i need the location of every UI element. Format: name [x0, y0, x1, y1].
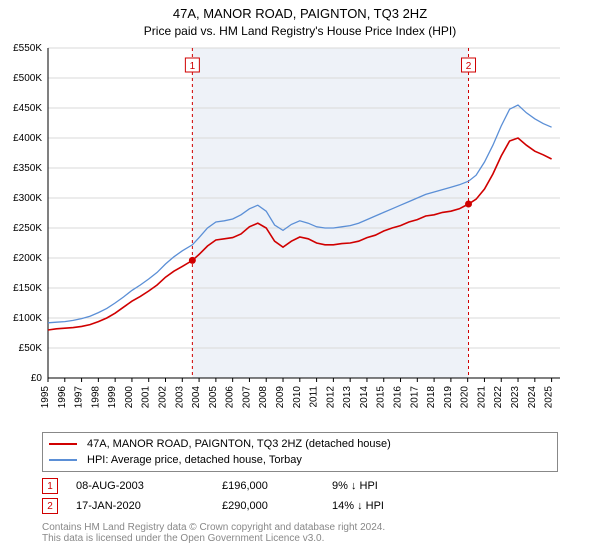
svg-text:2021: 2021	[476, 386, 487, 409]
svg-text:1: 1	[190, 61, 196, 72]
legend-row: 47A, MANOR ROAD, PAIGNTON, TQ3 2HZ (deta…	[49, 436, 551, 452]
svg-text:2024: 2024	[527, 386, 538, 409]
price-chart: £0 £50K £100K £150K £200K £250K £300K £350K £400…	[0, 42, 600, 422]
svg-text:2017: 2017	[409, 386, 420, 409]
svg-text:£500K: £500K	[13, 73, 42, 84]
legend: 47A, MANOR ROAD, PAIGNTON, TQ3 2HZ (deta…	[42, 432, 558, 472]
svg-text:1995: 1995	[40, 386, 51, 409]
svg-text:2011: 2011	[309, 386, 320, 408]
svg-text:1998: 1998	[90, 386, 101, 409]
svg-text:2000: 2000	[124, 386, 135, 409]
svg-text:£450K: £450K	[13, 103, 42, 114]
svg-text:2015: 2015	[376, 386, 387, 409]
svg-text:£0: £0	[31, 373, 43, 384]
svg-text:£300K: £300K	[13, 193, 42, 204]
legend-swatch	[49, 443, 77, 445]
svg-text:2005: 2005	[208, 386, 219, 409]
svg-text:2014: 2014	[359, 386, 370, 409]
legend-label: HPI: Average price, detached house, Torb…	[87, 454, 302, 466]
svg-text:£350K: £350K	[13, 163, 42, 174]
svg-text:2012: 2012	[325, 386, 336, 409]
svg-text:£200K: £200K	[13, 253, 42, 264]
sale-delta: 14% ↓ HPI	[332, 500, 384, 512]
svg-text:2007: 2007	[241, 386, 252, 409]
svg-text:1997: 1997	[74, 386, 85, 409]
svg-text:1999: 1999	[107, 386, 118, 409]
svg-text:£100K: £100K	[13, 313, 42, 324]
svg-text:£250K: £250K	[13, 223, 42, 234]
svg-text:£150K: £150K	[13, 283, 42, 294]
page-subtitle: Price paid vs. HM Land Registry's House …	[0, 21, 600, 42]
sale-badge: 2	[42, 498, 58, 514]
svg-text:2004: 2004	[191, 386, 202, 409]
sale-row: 1 08-AUG-2003 £196,000 9% ↓ HPI	[42, 478, 558, 494]
footer-line: Contains HM Land Registry data © Crown c…	[42, 522, 385, 533]
footer-attribution: Contains HM Land Registry data © Crown c…	[42, 522, 385, 544]
svg-text:2: 2	[466, 61, 472, 72]
svg-text:2009: 2009	[275, 386, 286, 409]
legend-row: HPI: Average price, detached house, Torb…	[49, 452, 551, 468]
sale-date: 08-AUG-2003	[76, 480, 144, 492]
svg-text:2001: 2001	[141, 386, 152, 409]
svg-text:£550K: £550K	[13, 43, 42, 54]
svg-text:2023: 2023	[510, 386, 521, 409]
svg-text:2019: 2019	[443, 386, 454, 409]
svg-text:2016: 2016	[393, 386, 404, 409]
svg-text:2002: 2002	[158, 386, 169, 409]
legend-label: 47A, MANOR ROAD, PAIGNTON, TQ3 2HZ (deta…	[87, 438, 391, 450]
svg-text:2018: 2018	[426, 386, 437, 409]
svg-text:£400K: £400K	[13, 133, 42, 144]
svg-text:2025: 2025	[544, 386, 555, 409]
sale-date: 17-JAN-2020	[76, 500, 141, 512]
sale-badge: 1	[42, 478, 58, 494]
svg-text:2003: 2003	[174, 386, 185, 409]
sale-row: 2 17-JAN-2020 £290,000 14% ↓ HPI	[42, 498, 558, 514]
legend-swatch	[49, 459, 77, 461]
svg-text:2013: 2013	[342, 386, 353, 409]
footer-line: This data is licensed under the Open Gov…	[42, 533, 385, 544]
svg-text:2020: 2020	[460, 386, 471, 409]
svg-text:1996: 1996	[57, 386, 68, 409]
svg-text:£50K: £50K	[19, 343, 43, 354]
svg-text:2008: 2008	[258, 386, 269, 409]
svg-text:2022: 2022	[493, 386, 504, 409]
page-title: 47A, MANOR ROAD, PAIGNTON, TQ3 2HZ	[0, 0, 600, 21]
sale-delta: 9% ↓ HPI	[332, 480, 378, 492]
sale-price: £290,000	[222, 500, 268, 512]
svg-text:2010: 2010	[292, 386, 303, 409]
svg-text:2006: 2006	[225, 386, 236, 409]
sale-price: £196,000	[222, 480, 268, 492]
